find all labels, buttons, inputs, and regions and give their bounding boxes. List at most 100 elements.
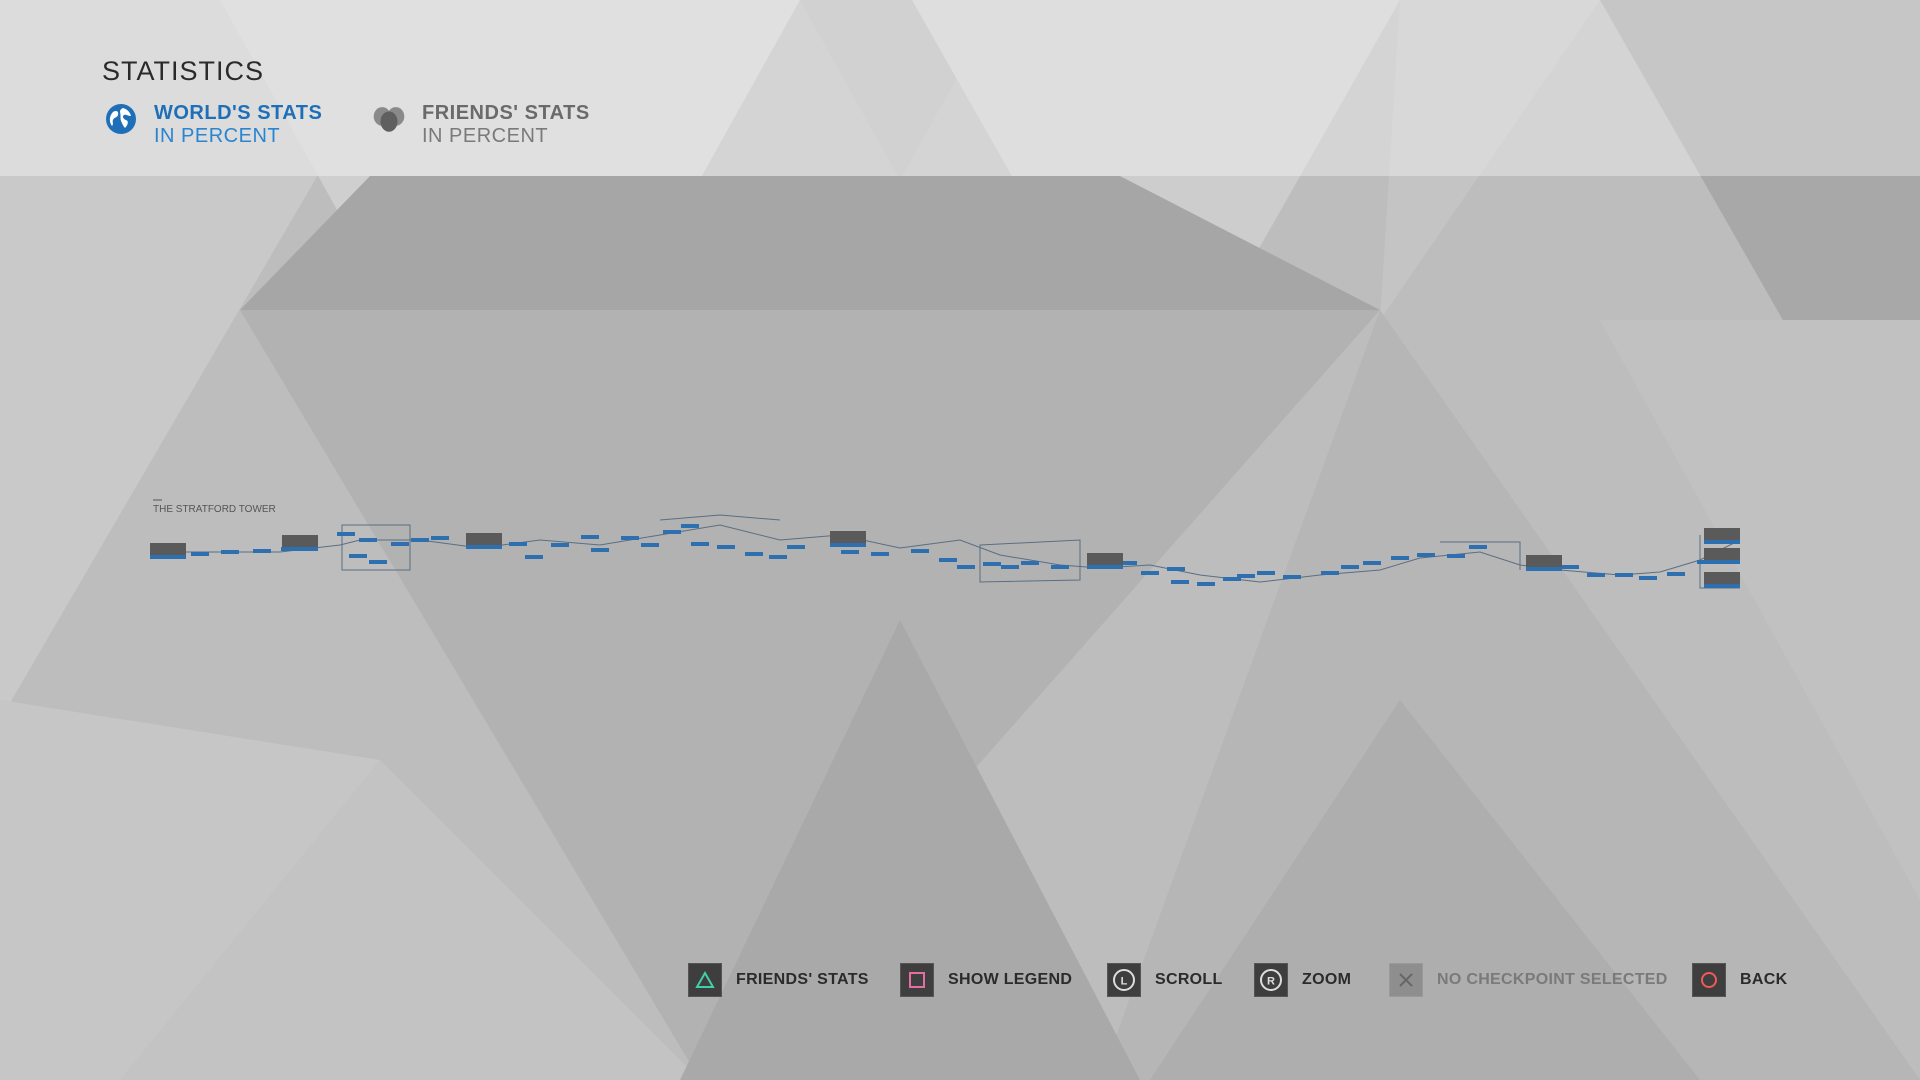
flowchart-node[interactable] [509, 542, 527, 546]
flowchart-node[interactable] [1417, 553, 1435, 557]
flowchart-node[interactable] [1561, 565, 1579, 569]
tab-worlds-stats-label: WORLD'S STATS [154, 102, 323, 124]
checkpoint-thumbnail[interactable] [1704, 548, 1740, 564]
cross-button [1389, 963, 1423, 997]
flowchart-thumbnails [150, 528, 1740, 588]
show-legend-control-label: SHOW LEGEND [948, 971, 1073, 988]
checkpoint-thumbnail[interactable] [1526, 555, 1562, 571]
flowchart-node[interactable] [745, 552, 763, 556]
flowchart-node[interactable] [1283, 575, 1301, 579]
flowchart-node[interactable] [221, 550, 239, 554]
flowchart-node[interactable] [1237, 574, 1255, 578]
flowchart-node[interactable] [1197, 582, 1215, 586]
flowchart-node[interactable] [717, 545, 735, 549]
flowchart-node[interactable] [391, 542, 409, 546]
checkpoint-thumbnail[interactable] [466, 533, 502, 549]
zoom-control-label: ZOOM [1302, 971, 1352, 988]
friends-stats-control-label: FRIENDS' STATS [736, 971, 869, 988]
checkpoint-thumbnail[interactable] [282, 535, 318, 551]
flowchart-node[interactable] [591, 548, 609, 552]
flowchart-node[interactable] [621, 536, 639, 540]
flowchart-node[interactable] [691, 542, 709, 546]
flowchart-node[interactable] [841, 550, 859, 554]
flowchart-node[interactable] [1141, 571, 1159, 575]
friends-stats-control[interactable]: FRIENDS' STATS [688, 960, 869, 1000]
controls-bar: FRIENDS' STATS SHOW LEGEND L SCROLL R ZO… [0, 960, 1920, 1012]
flowchart-node[interactable] [983, 562, 1001, 566]
triangle-button [688, 963, 722, 997]
flowchart-node[interactable] [1119, 561, 1137, 565]
flowchart-node[interactable] [911, 549, 929, 553]
flowchart-node[interactable] [1447, 554, 1465, 558]
right-stick-button: R [1254, 963, 1288, 997]
flowchart-node[interactable] [1321, 571, 1339, 575]
scroll-control-label: SCROLL [1155, 971, 1223, 988]
flowchart-node[interactable] [957, 565, 975, 569]
flowchart-node[interactable] [1587, 573, 1605, 577]
flowchart-node[interactable] [769, 555, 787, 559]
flowchart-node[interactable] [431, 536, 449, 540]
flowchart-node[interactable] [551, 543, 569, 547]
tab-friends-stats[interactable]: FRIENDS' STATS IN PERCENT [372, 102, 590, 152]
left-stick-button: L [1107, 963, 1141, 997]
flowchart-node[interactable] [1363, 561, 1381, 565]
flowchart-node[interactable] [1001, 565, 1019, 569]
flowchart-node[interactable] [369, 560, 387, 564]
flowchart-node[interactable] [1171, 580, 1189, 584]
checkpoint-thumbnail[interactable] [1087, 553, 1123, 569]
back-control[interactable]: BACK [1692, 960, 1787, 1000]
flowchart-node[interactable] [1051, 565, 1069, 569]
flowchart-node[interactable] [1257, 571, 1275, 575]
globe-icon [106, 104, 136, 134]
flowchart-node[interactable] [253, 549, 271, 553]
flowchart-node[interactable] [1391, 556, 1409, 560]
flowchart-node[interactable] [1667, 572, 1685, 576]
page-title: STATISTICS [102, 56, 265, 86]
checkpoint-control: NO CHECKPOINT SELECTED [1389, 960, 1668, 1000]
right-stick-icon: R [1260, 969, 1282, 991]
flowchart-node[interactable] [787, 545, 805, 549]
flowchart-node[interactable] [871, 552, 889, 556]
checkpoint-thumbnail[interactable] [150, 543, 186, 559]
checkpoint-thumbnail[interactable] [1704, 528, 1740, 544]
flowchart-node[interactable] [411, 538, 429, 542]
flowchart-connectors [170, 514, 1741, 589]
flowchart-node[interactable] [337, 532, 355, 536]
tab-friends-stats-label: FRIENDS' STATS [422, 102, 590, 124]
show-legend-control[interactable]: SHOW LEGEND [900, 960, 1072, 1000]
flowchart-node[interactable] [359, 538, 377, 542]
flowchart-node[interactable] [1021, 561, 1039, 565]
left-stick-icon: L [1113, 969, 1135, 991]
cross-icon [1399, 973, 1413, 987]
circle-icon [1701, 972, 1717, 988]
circle-button [1692, 963, 1726, 997]
flowchart-node[interactable] [1469, 545, 1487, 549]
flowchart-node[interactable] [681, 524, 699, 528]
flowchart-node[interactable] [663, 530, 681, 534]
flowchart-node[interactable] [349, 554, 367, 558]
flowchart-node[interactable] [525, 555, 543, 559]
flowchart-node[interactable] [939, 558, 957, 562]
flowchart-node[interactable] [581, 535, 599, 539]
checkpoint-thumbnail[interactable] [830, 531, 866, 547]
flowchart-node[interactable] [191, 552, 209, 556]
flowchart-map[interactable]: THE STRATFORD TOWER [0, 480, 1920, 600]
tab-worlds-stats[interactable]: WORLD'S STATS IN PERCENT [104, 102, 322, 152]
back-control-label: BACK [1740, 971, 1788, 988]
flowchart-node[interactable] [1341, 565, 1359, 569]
chapter-title-text: THE STRATFORD TOWER [153, 504, 276, 515]
square-icon [909, 972, 925, 988]
friends-icon [373, 107, 405, 132]
flowchart-node[interactable] [1223, 577, 1241, 581]
flowchart-node[interactable] [1167, 567, 1185, 571]
triangle-icon [695, 970, 715, 988]
scroll-control[interactable]: L SCROLL [1107, 960, 1223, 1000]
tab-friends-stats-sublabel: IN PERCENT [422, 125, 549, 147]
flowchart-node[interactable] [1639, 576, 1657, 580]
flowchart-chapter-title: THE STRATFORD TOWER [153, 499, 276, 515]
flowchart-node[interactable] [1615, 573, 1633, 577]
checkpoint-control-label: NO CHECKPOINT SELECTED [1437, 971, 1668, 988]
checkpoint-thumbnail[interactable] [1704, 572, 1740, 588]
flowchart-node[interactable] [641, 543, 659, 547]
zoom-control[interactable]: R ZOOM [1254, 960, 1351, 1000]
